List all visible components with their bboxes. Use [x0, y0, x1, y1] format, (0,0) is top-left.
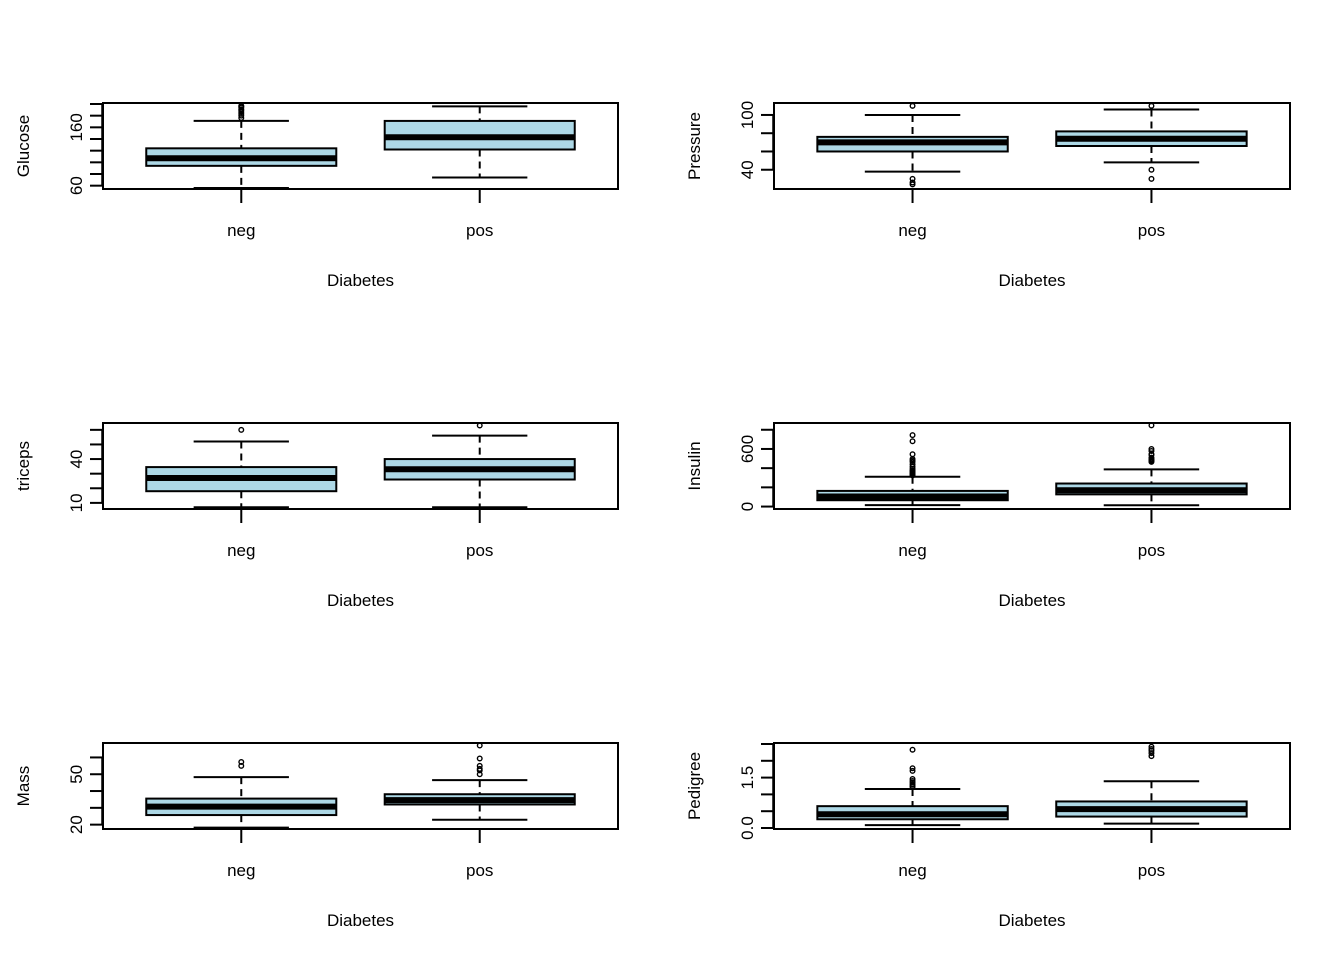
panel-glucose: 60 160 Glucose neg pos Diabetes: [14, 102, 619, 290]
outlier-point: [1148, 166, 1155, 173]
outlier-point: [238, 758, 245, 765]
y-axis-title: triceps: [14, 441, 33, 491]
outlier-point: [476, 755, 483, 762]
x-tick-label-pos: pos: [1138, 221, 1165, 240]
outlier-point: [909, 775, 916, 782]
x-axis-title: Diabetes: [998, 591, 1065, 610]
panel-pedigree: 0.0 1.5 Pedigree neg pos Diabetes: [685, 742, 1291, 930]
x-tick-label-pos: pos: [1138, 861, 1165, 880]
y-axis-title: Pressure: [685, 112, 704, 180]
outlier-point: [1148, 422, 1155, 429]
plot-frame: [102, 742, 619, 830]
x-axis-title: Diabetes: [998, 271, 1065, 290]
y-tick-label: 100: [738, 101, 757, 129]
outlier-point: [909, 746, 916, 753]
outlier-point: [909, 102, 916, 109]
y-tick-label: 20: [67, 815, 86, 834]
y-axis-title: Mass: [14, 766, 33, 807]
box-neg: [145, 102, 338, 189]
x-tick-label-neg: neg: [227, 861, 255, 880]
outlier-point: [476, 762, 483, 769]
x-tick-label-pos: pos: [1138, 541, 1165, 560]
outlier-point: [476, 765, 483, 772]
x-tick-label-neg: neg: [898, 861, 926, 880]
plot-frame: [102, 422, 619, 510]
outlier-point: [476, 422, 483, 429]
y-axis-title: Glucose: [14, 115, 33, 177]
box-pos: [1055, 743, 1248, 825]
x-axis-title: Diabetes: [998, 911, 1065, 930]
box-neg: [145, 426, 338, 509]
box-pos: [1055, 102, 1248, 182]
x-tick-label-neg: neg: [898, 541, 926, 560]
box-neg: [816, 746, 1009, 827]
x-axis-title: Diabetes: [327, 911, 394, 930]
plot-frame: [773, 422, 1291, 510]
y-tick-label: 1.5: [738, 766, 757, 790]
x-tick-label-pos: pos: [466, 861, 493, 880]
box-pos: [1055, 422, 1248, 507]
outlier-point: [909, 175, 916, 182]
outlier-point: [1148, 447, 1155, 454]
y-axis-title: Insulin: [685, 441, 704, 490]
y-tick-label: 0: [738, 502, 757, 511]
box-neg: [816, 432, 1009, 507]
outlier-point: [909, 767, 916, 774]
y-tick-label: 160: [67, 113, 86, 141]
outlier-point: [1148, 746, 1155, 753]
outlier-point: [909, 438, 916, 445]
outlier-point: [1148, 454, 1155, 461]
panel-insulin: 0 600 Insulin neg pos Diabetes: [685, 422, 1291, 610]
x-axis-title: Diabetes: [327, 591, 394, 610]
plot-frame: [102, 102, 619, 190]
plot-frame: [773, 102, 1291, 190]
x-tick-label-neg: neg: [898, 221, 926, 240]
box-pos: [383, 105, 576, 179]
outlier-point: [909, 451, 916, 458]
x-axis-title: Diabetes: [327, 271, 394, 290]
outlier-point: [1148, 445, 1155, 452]
outlier-point: [238, 102, 245, 109]
outlier-point: [238, 762, 245, 769]
outlier-point: [909, 181, 916, 188]
x-tick-label-neg: neg: [227, 541, 255, 560]
x-tick-label-pos: pos: [466, 221, 493, 240]
outlier-point: [1148, 102, 1155, 109]
box-pos: [383, 742, 576, 821]
panel-triceps: 10 40 triceps neg pos Diabetes: [14, 422, 619, 610]
outlier-point: [1148, 175, 1155, 182]
plot-frame: [773, 742, 1291, 830]
x-tick-label-neg: neg: [227, 221, 255, 240]
x-tick-label-pos: pos: [466, 541, 493, 560]
y-tick-label: 50: [67, 765, 86, 784]
panel-mass: 20 50 Mass neg pos Diabetes: [14, 742, 619, 930]
outlier-point: [909, 765, 916, 772]
y-tick-label: 600: [738, 435, 757, 463]
outlier-point: [476, 771, 483, 778]
outlier-point: [909, 777, 916, 784]
panel-pressure: 40 100 Pressure neg pos Diabetes: [685, 101, 1291, 290]
outlier-point: [1148, 743, 1155, 750]
y-axis-title: Pedigree: [685, 752, 704, 820]
outlier-point: [1148, 753, 1155, 760]
y-tick-label: 60: [67, 176, 86, 195]
outlier-point: [909, 432, 916, 439]
y-tick-label: 40: [738, 160, 757, 179]
outlier-point: [476, 742, 483, 749]
box-pos: [383, 422, 576, 509]
outlier-point: [238, 426, 245, 433]
y-tick-label: 40: [67, 450, 86, 469]
y-tick-label: 10: [67, 493, 86, 512]
y-tick-label: 0.0: [738, 816, 757, 840]
box-neg: [816, 102, 1009, 188]
box-neg: [145, 758, 338, 829]
